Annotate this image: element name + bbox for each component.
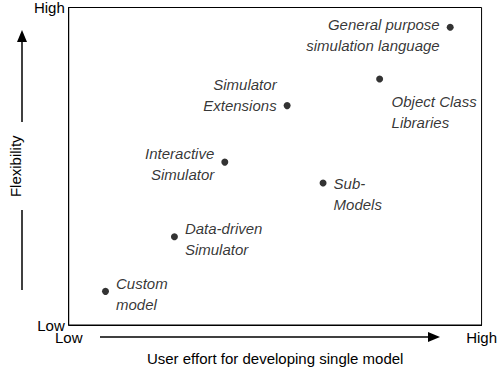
- svg-text:Custom: Custom: [116, 275, 168, 292]
- svg-text:High: High: [34, 0, 65, 16]
- svg-text:Sub-: Sub-: [334, 175, 366, 192]
- svg-text:Libraries: Libraries: [392, 114, 450, 131]
- svg-text:simulation language: simulation language: [306, 37, 439, 54]
- svg-text:Models: Models: [334, 196, 383, 213]
- svg-text:Object Class: Object Class: [392, 93, 478, 110]
- svg-text:Low: Low: [55, 329, 83, 346]
- svg-text:Interactive: Interactive: [145, 145, 214, 162]
- svg-text:model: model: [116, 296, 158, 313]
- svg-text:Data-driven: Data-driven: [185, 220, 263, 237]
- svg-text:Simulator: Simulator: [151, 166, 215, 183]
- svg-text:User effort for developing sin: User effort for developing single model: [147, 350, 404, 367]
- svg-text:Flexibility: Flexibility: [7, 135, 24, 197]
- svg-text:Simulator: Simulator: [213, 76, 277, 93]
- svg-text:High: High: [466, 329, 497, 346]
- svg-text:General purpose: General purpose: [328, 16, 440, 33]
- svg-text:Extensions: Extensions: [203, 97, 277, 114]
- svg-text:Simulator: Simulator: [185, 241, 249, 258]
- svg-text:Low: Low: [37, 316, 65, 334]
